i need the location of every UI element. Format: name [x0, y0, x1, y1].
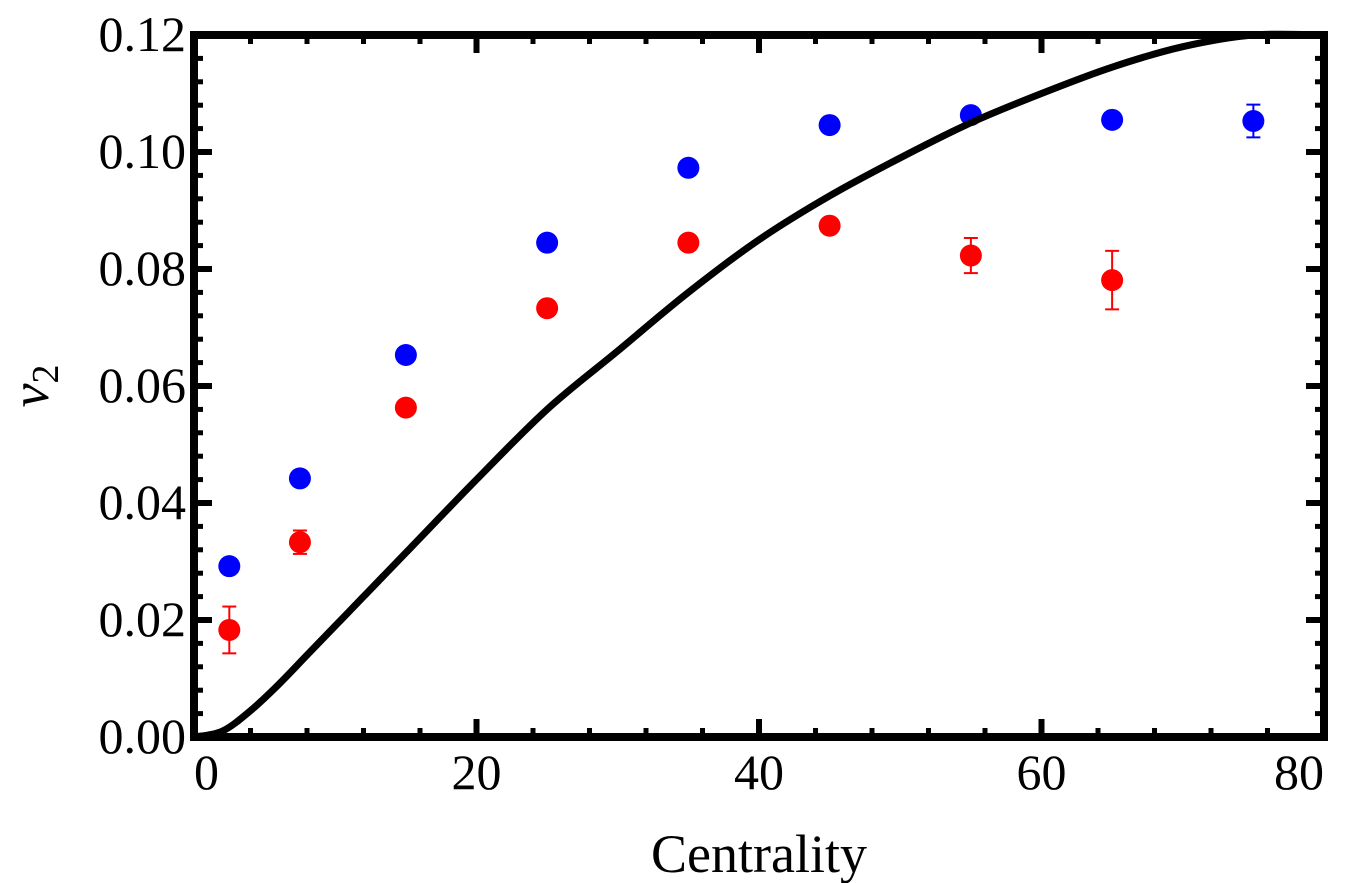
- y-tick-label: 0.10: [99, 123, 187, 179]
- data-point-series-0: [818, 114, 841, 137]
- data-point-series-1: [959, 244, 982, 267]
- data-point-series-0: [394, 343, 417, 366]
- data-point-series-1: [677, 231, 700, 254]
- series-line-2: [193, 30, 1325, 741]
- y-tick-label: 0.00: [99, 708, 187, 764]
- y-axis-label-sub: 2: [25, 365, 67, 384]
- series-layer: [193, 30, 1325, 741]
- data-point-series-1: [818, 214, 841, 237]
- data-point-series-0: [218, 555, 241, 578]
- axis-ticks: [191, 32, 1327, 740]
- y-axis-label: v2: [0, 365, 67, 408]
- x-tick-label: 40: [734, 744, 784, 800]
- data-point-series-0: [288, 467, 311, 490]
- x-tick-label: 60: [1017, 744, 1067, 800]
- y-tick-label: 0.08: [99, 240, 187, 296]
- data-point-series-0: [536, 231, 559, 254]
- data-point-series-1: [218, 618, 241, 641]
- data-point-series-1: [288, 531, 311, 554]
- data-point-series-0: [677, 156, 700, 179]
- y-tick-label: 0.02: [99, 591, 187, 647]
- data-point-series-1: [536, 297, 559, 320]
- y-tick-label: 0.04: [99, 474, 187, 530]
- x-axis-label: Centrality: [651, 824, 867, 883]
- data-point-series-1: [1101, 269, 1124, 292]
- data-point-series-1: [394, 396, 417, 419]
- y-tick-label: 0.06: [99, 357, 187, 413]
- y-axis-label-main: v: [0, 383, 60, 407]
- x-tick-label: 20: [452, 744, 502, 800]
- x-tick-label: 0: [194, 744, 219, 800]
- x-tick-label: 80: [1274, 744, 1324, 800]
- y-tick-label: 0.12: [99, 6, 187, 62]
- tick-labels: 0 20 40 60 80 0.00 0.02 0.04 0.06 0.08 0.10 0.12: [99, 6, 1325, 800]
- svg-text:v2: v2: [0, 365, 67, 408]
- data-point-series-0: [1101, 108, 1124, 131]
- plot-frame: [190, 31, 1328, 741]
- data-point-series-0: [1242, 109, 1265, 132]
